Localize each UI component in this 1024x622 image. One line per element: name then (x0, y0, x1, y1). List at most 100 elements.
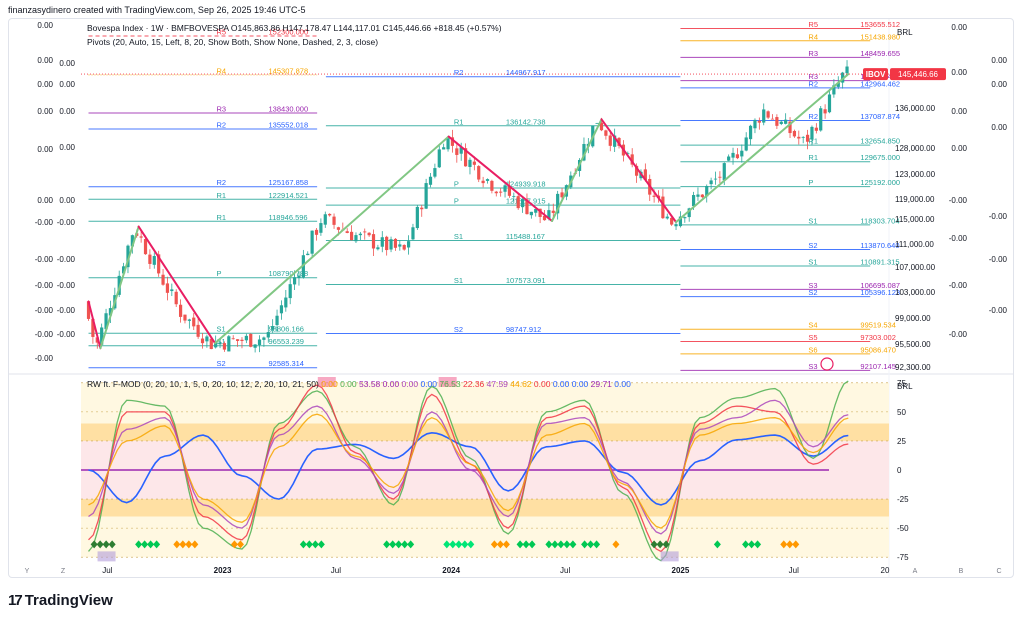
zigzag-segment (99, 225, 140, 350)
osc-legend-value: 76.53 (439, 379, 463, 389)
candle-body (661, 196, 665, 219)
candle-body (91, 318, 95, 337)
price-tick-label: 128,000.00 (895, 144, 936, 153)
pivot-label: S1 (217, 337, 226, 346)
diamond-marker (754, 540, 762, 549)
diamond-marker (516, 540, 524, 549)
candle-body (218, 342, 222, 345)
diamond-marker (563, 540, 571, 549)
candle-body (792, 130, 797, 137)
candle-body (406, 241, 411, 248)
axis-button[interactable]: C (996, 568, 1001, 575)
candle-body (674, 224, 678, 227)
mid-scale-label: 0.00 (59, 59, 75, 68)
pivot-label: S2 (454, 325, 463, 334)
pivot-label: S2 (217, 359, 226, 368)
pivot-label: S3 (808, 281, 817, 290)
right-scale-label: -0.00 (949, 234, 968, 243)
axis-button[interactable]: B (959, 568, 964, 575)
diamond-marker (311, 540, 319, 549)
right-scale-label: 0.00 (991, 80, 1007, 89)
price-tick-label: 92,300.00 (895, 363, 931, 372)
osc-legend-value: 0.00 (340, 379, 359, 389)
candle-body (227, 336, 231, 352)
candle-body (319, 223, 323, 233)
pivot-value: 107573.091 (506, 276, 546, 285)
osc-legend-value: 29.71 (591, 379, 615, 389)
diamond-marker (383, 540, 391, 549)
candle-body (389, 239, 393, 250)
candle-body (249, 333, 253, 347)
pivot-label: S4 (808, 321, 817, 330)
candle-body (328, 213, 332, 216)
last-price-symbol: IBOV (866, 70, 886, 79)
price-tick-label: 119,000.00 (895, 195, 935, 204)
candle-body (411, 227, 415, 240)
axis-button[interactable]: A (913, 568, 918, 575)
candle-body (310, 230, 314, 254)
candle-body (297, 275, 301, 278)
chart-frame[interactable]: R5 152300.000 R4 145307.878 R3 138430.000 R2 13… (8, 18, 1014, 578)
pivot-value: 110891.315 (860, 258, 899, 267)
candle-body (516, 196, 520, 209)
candle-body (420, 207, 424, 210)
candle-body (428, 176, 433, 185)
candle-body (187, 319, 191, 321)
chart-canvas[interactable]: R5 152300.000 R4 145307.878 R3 138430.000 R2 13… (9, 19, 1014, 578)
mid-scale-label: -0.00 (57, 330, 76, 339)
tradingview-brand[interactable]: 17 TradingView (8, 592, 113, 609)
candle-body (582, 143, 586, 161)
diamond-marker (557, 540, 565, 549)
candle-body (788, 121, 792, 134)
diamond-marker (173, 540, 181, 549)
candle-body (770, 118, 775, 120)
brand-text: TradingView (24, 592, 113, 609)
candle-body (279, 305, 284, 314)
osc-legend-name: RW ft. F-MOD (0, 20, 10, 1, 5, 0, 20, 10… (87, 379, 321, 389)
symbol-legend: Bovespa Index · 1W · BMFBOVESPA O145,863… (87, 23, 502, 33)
diamond-marker (317, 540, 325, 549)
diamond-marker (662, 540, 670, 549)
time-axis-label: 2024 (442, 566, 460, 575)
diamond-marker (792, 540, 800, 549)
diamond-marker (490, 540, 498, 549)
candle-body (143, 239, 148, 255)
pivot-label: S1 (808, 216, 817, 225)
pivot-value: 95086.470 (860, 345, 895, 354)
left-scale-label: -0.00 (35, 354, 54, 363)
candle-body (823, 109, 827, 114)
axis-button[interactable]: Y (25, 568, 30, 575)
diamond-marker (153, 540, 161, 549)
candle-body (499, 191, 503, 193)
pivot-label: S1 (454, 232, 463, 241)
pivot-value: 132654.850 (860, 137, 900, 146)
candle-body (503, 185, 507, 192)
candle-body (336, 227, 341, 230)
diamond-marker (528, 540, 536, 549)
pivot-label: R2 (454, 68, 464, 77)
axis-button[interactable]: Z (61, 568, 66, 575)
candle-body (713, 178, 718, 180)
candle-body (665, 216, 669, 219)
candle-body (512, 196, 516, 197)
candle-body (718, 176, 722, 178)
pivot-label: R3 (217, 105, 227, 114)
candle-body (643, 169, 647, 180)
right-scale-label: 0.00 (951, 68, 967, 77)
candle-body (762, 109, 766, 123)
osc-legend-value: 0.00 (553, 379, 572, 389)
candle-body (634, 165, 639, 176)
pivot-value: 105396.123 (860, 288, 900, 297)
candle-body (722, 163, 726, 181)
osc-legend-value: 0.00 (572, 379, 591, 389)
pivot-value: 129675.000 (860, 153, 900, 162)
pivot-label: R3 (808, 49, 818, 58)
diamond-marker (185, 540, 193, 549)
time-axis-label: 20 (881, 566, 890, 575)
candle-body (323, 214, 327, 225)
pivot-value: 153655.512 (860, 20, 900, 29)
diamond-marker (650, 540, 658, 549)
candle-body (613, 135, 617, 147)
pivot-value: 97303.002 (860, 333, 895, 342)
candle-body (819, 108, 823, 131)
